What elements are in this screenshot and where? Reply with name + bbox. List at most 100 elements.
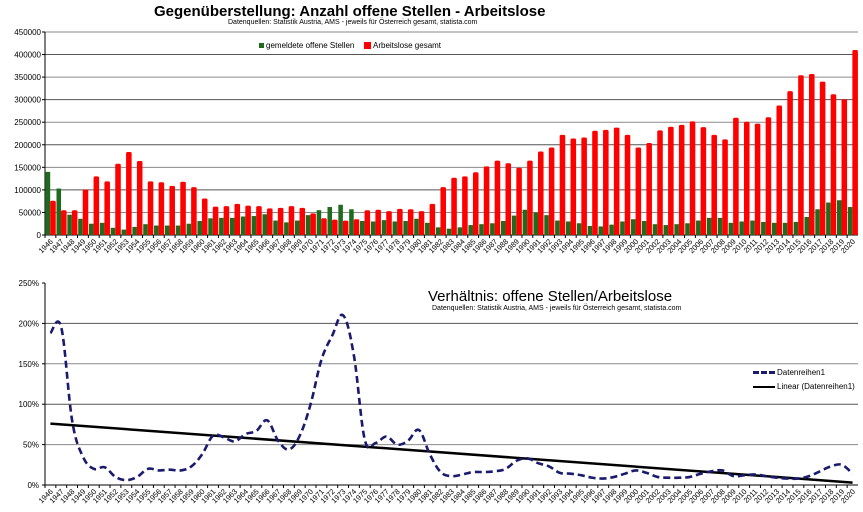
bar-arbeitslose <box>212 206 219 235</box>
bar-arbeitslose <box>375 209 381 235</box>
legend-item-offene-stellen: gemeldete offene Stellen <box>259 41 354 50</box>
bar-offene-stellen <box>392 221 398 235</box>
bar-arbeitslose <box>700 127 707 235</box>
bar-offene-stellen <box>78 218 83 235</box>
bar-arbeitslose <box>104 181 110 235</box>
bar-offene-stellen <box>761 221 766 235</box>
bar-arbeitslose <box>364 210 371 235</box>
bar-arbeitslose <box>635 147 642 235</box>
y-tick-label: 50% <box>23 441 39 450</box>
bar-arbeitslose <box>548 147 555 235</box>
bar-offene-stellen <box>641 221 647 235</box>
bar-offene-stellen <box>132 226 137 235</box>
bar-arbeitslose <box>483 166 490 235</box>
bar-offene-stellen <box>826 202 831 235</box>
bar-offene-stellen <box>197 221 202 235</box>
bar-arbeitslose <box>570 138 577 235</box>
legend-label: Linear (Datenreihen1) <box>777 382 855 391</box>
bar-offene-stellen <box>576 223 582 235</box>
bar-arbeitslose <box>451 177 457 235</box>
bar-arbeitslose <box>733 117 739 235</box>
top-chart-plot: 0 50000 100000 150000 200000 250000 300000 3500… <box>14 28 858 255</box>
bar-offene-stellen <box>836 200 842 235</box>
bar-offene-stellen <box>728 222 734 235</box>
bar-offene-stellen <box>555 220 560 235</box>
y-tick-label: 150% <box>19 360 39 369</box>
bar-offene-stellen <box>847 207 853 235</box>
bar-offene-stellen <box>338 204 343 235</box>
bar-arbeitslose <box>765 117 772 235</box>
bar-offene-stellen <box>533 212 539 235</box>
bar-arbeitslose <box>234 203 241 235</box>
bar-offene-stellen <box>771 222 777 235</box>
bar-arbeitslose <box>678 124 685 235</box>
bar-arbeitslose <box>342 220 349 235</box>
bar-arbeitslose <box>440 187 446 235</box>
bar-arbeitslose <box>819 81 826 235</box>
bar-offene-stellen <box>631 219 636 235</box>
bar-arbeitslose <box>267 208 273 235</box>
bar-offene-stellen <box>706 217 712 235</box>
y-tick-label: 150000 <box>14 163 41 172</box>
y-tick-label: 350000 <box>14 73 41 82</box>
bar-offene-stellen <box>370 221 376 235</box>
top-chart-subtitle: Datenquellen: Statistik Austria, AMS - j… <box>228 19 478 26</box>
bar-arbeitslose <box>722 139 728 235</box>
legend-label: Datenreihen1 <box>777 368 826 377</box>
y-tick-label: 200% <box>19 319 39 328</box>
bar-offene-stellen <box>89 223 94 235</box>
bottom-chart-subtitle: Datenquellen: Statistik Austria, AMS - j… <box>432 305 682 312</box>
bar-offene-stellen <box>674 224 679 235</box>
bar-offene-stellen <box>219 217 224 235</box>
bar-offene-stellen <box>652 224 658 235</box>
bar-offene-stellen <box>522 209 528 235</box>
y-tick-label: 300000 <box>14 96 41 105</box>
bar-arbeitslose <box>397 208 403 235</box>
bar-arbeitslose <box>245 205 251 235</box>
bar-offene-stellen <box>717 217 723 235</box>
bar-offene-stellen <box>739 221 744 235</box>
bar-arbeitslose <box>256 206 262 235</box>
legend-solid-line-icon <box>753 385 775 388</box>
bar-offene-stellen <box>154 225 159 235</box>
bar-arbeitslose <box>158 182 165 235</box>
bar-offene-stellen <box>425 222 430 235</box>
bar-offene-stellen <box>121 229 127 235</box>
bar-arbeitslose <box>841 99 848 236</box>
bar-arbeitslose <box>82 189 89 235</box>
y-tick-label: 100000 <box>14 186 41 195</box>
bar-offene-stellen <box>305 215 311 235</box>
bar-arbeitslose <box>592 130 598 235</box>
bar-arbeitslose <box>798 75 804 235</box>
bar-offene-stellen <box>294 220 300 235</box>
bar-offene-stellen <box>598 226 604 235</box>
bar-offene-stellen <box>620 221 625 235</box>
y-tick-label: 200000 <box>14 141 41 150</box>
bar-arbeitslose <box>288 206 295 235</box>
bar-arbeitslose <box>418 211 425 235</box>
legend-swatch-green-icon <box>259 43 264 48</box>
bar-arbeitslose <box>776 105 783 235</box>
bar-offene-stellen <box>67 214 72 235</box>
bar-offene-stellen <box>45 171 51 235</box>
y-tick-label: 250000 <box>14 118 41 127</box>
bar-arbeitslose <box>462 176 468 235</box>
bar-arbeitslose <box>115 163 121 235</box>
bar-arbeitslose <box>516 167 522 235</box>
bar-arbeitslose <box>624 134 631 235</box>
bar-arbeitslose <box>603 129 609 235</box>
bar-offene-stellen <box>587 225 593 235</box>
bar-arbeitslose <box>180 181 186 235</box>
bar-arbeitslose <box>201 198 208 235</box>
bar-arbeitslose <box>386 211 392 235</box>
bar-offene-stellen <box>815 209 820 235</box>
bar-arbeitslose <box>353 219 360 235</box>
top-chart-title: Gegenüberstellung: Anzahl offene Stellen… <box>154 3 546 20</box>
bar-offene-stellen <box>360 221 365 235</box>
bar-offene-stellen <box>164 225 170 235</box>
bar-offene-stellen <box>609 224 614 235</box>
legend-item-linear: Linear (Datenreihen1) <box>753 382 855 391</box>
bar-offene-stellen <box>511 215 517 235</box>
bar-offene-stellen <box>750 220 755 235</box>
bar-offene-stellen <box>403 221 408 235</box>
